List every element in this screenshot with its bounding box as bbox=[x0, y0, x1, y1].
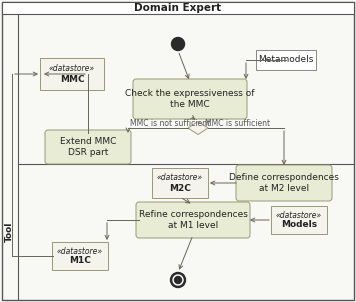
Text: M1C: M1C bbox=[69, 256, 91, 265]
Text: MMC is not sufficient: MMC is not sufficient bbox=[130, 118, 210, 127]
Text: MMC: MMC bbox=[60, 75, 84, 84]
FancyBboxPatch shape bbox=[2, 2, 354, 14]
Text: Refine correspondences
at M1 level: Refine correspondences at M1 level bbox=[138, 210, 247, 230]
Text: «datastore»: «datastore» bbox=[57, 247, 103, 256]
FancyBboxPatch shape bbox=[136, 202, 250, 238]
Text: Extend MMC
DSR part: Extend MMC DSR part bbox=[60, 137, 116, 157]
Circle shape bbox=[172, 37, 184, 50]
FancyBboxPatch shape bbox=[45, 130, 131, 164]
FancyBboxPatch shape bbox=[236, 165, 332, 201]
FancyBboxPatch shape bbox=[256, 50, 316, 70]
FancyBboxPatch shape bbox=[2, 2, 354, 300]
Text: «datastore»: «datastore» bbox=[157, 173, 203, 182]
Circle shape bbox=[171, 272, 185, 288]
Text: Metamodels: Metamodels bbox=[258, 56, 314, 65]
Text: «datastore»: «datastore» bbox=[49, 64, 95, 73]
Text: Define correspondences
at M2 level: Define correspondences at M2 level bbox=[229, 173, 339, 193]
Text: Models: Models bbox=[281, 220, 317, 229]
Text: MMC is sufficient: MMC is sufficient bbox=[205, 118, 271, 127]
Text: Tool: Tool bbox=[5, 222, 14, 242]
FancyBboxPatch shape bbox=[133, 79, 247, 119]
Circle shape bbox=[173, 275, 183, 285]
Circle shape bbox=[174, 277, 182, 284]
Text: Domain Expert: Domain Expert bbox=[135, 3, 221, 13]
FancyBboxPatch shape bbox=[152, 168, 208, 198]
Polygon shape bbox=[188, 121, 208, 134]
FancyBboxPatch shape bbox=[52, 242, 108, 270]
FancyBboxPatch shape bbox=[271, 206, 327, 234]
Text: Check the expressiveness of
the MMC: Check the expressiveness of the MMC bbox=[125, 89, 255, 109]
FancyBboxPatch shape bbox=[40, 58, 104, 90]
Text: M2C: M2C bbox=[169, 184, 191, 193]
Text: «datastore»: «datastore» bbox=[276, 211, 322, 220]
